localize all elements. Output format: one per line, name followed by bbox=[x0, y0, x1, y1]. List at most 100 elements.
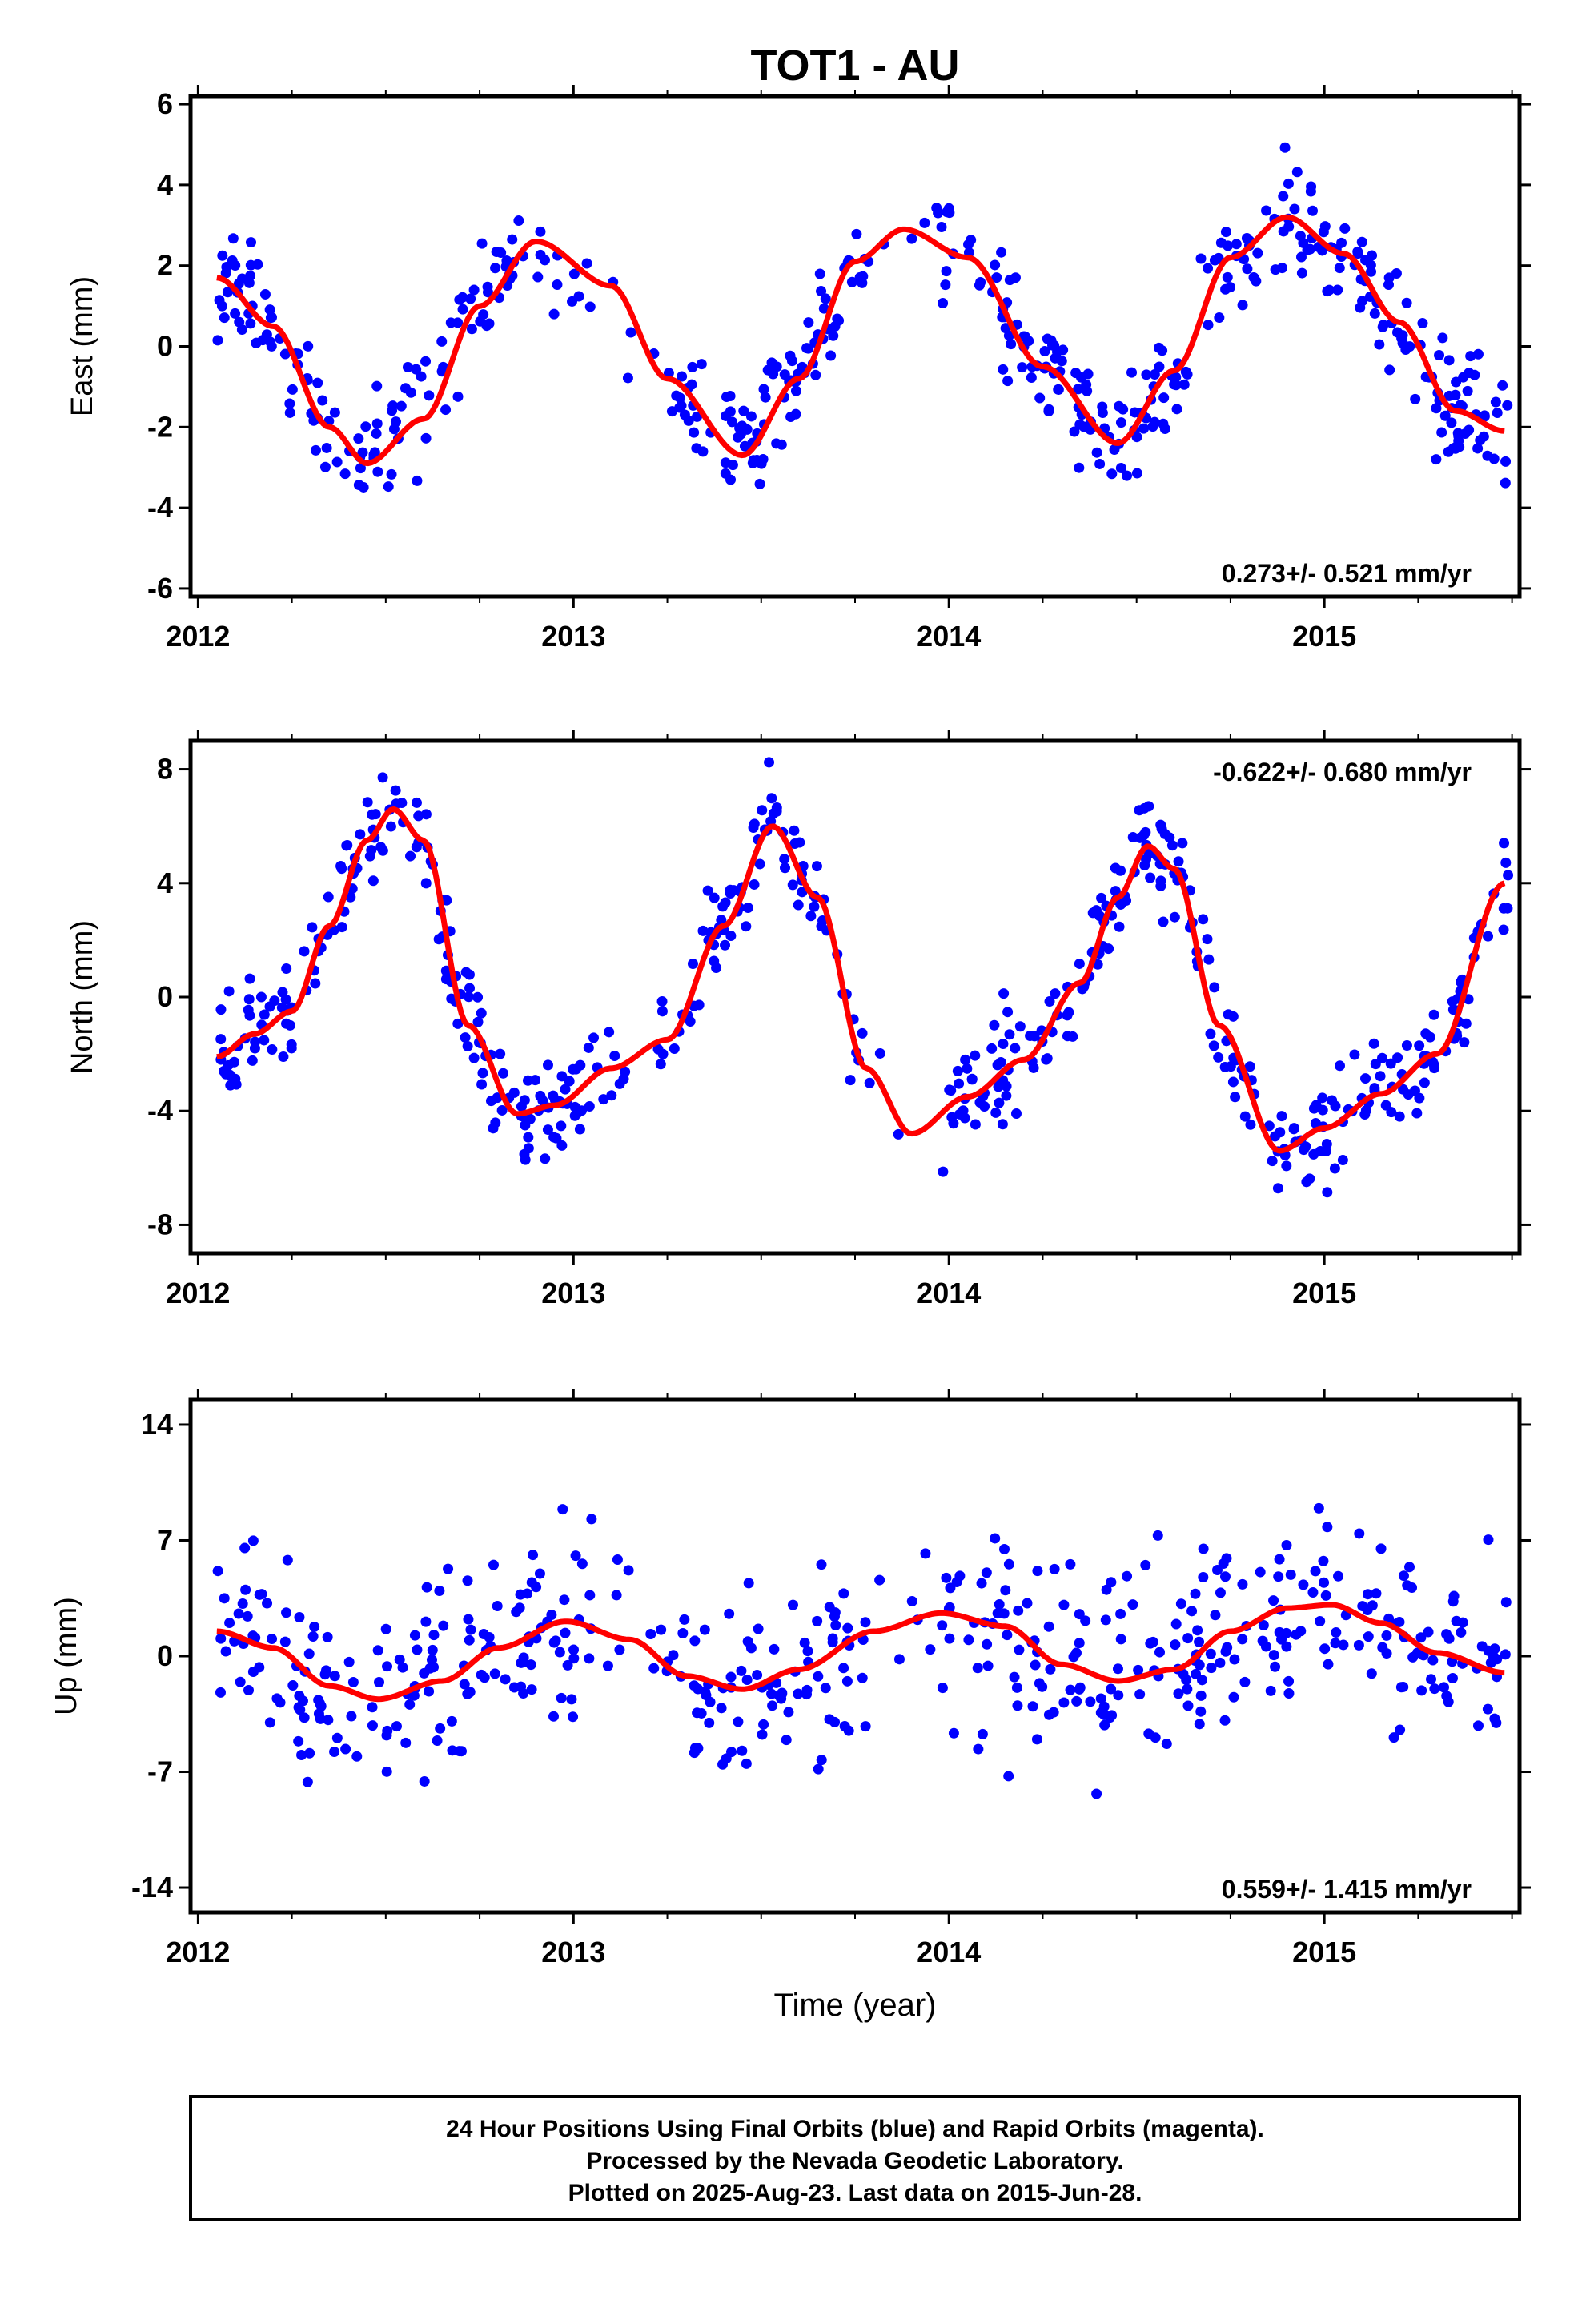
data-point bbox=[604, 1027, 615, 1038]
data-point bbox=[1068, 1651, 1079, 1663]
data-point bbox=[998, 1038, 1009, 1049]
data-point bbox=[1194, 1636, 1205, 1647]
y-tick-label: 6 bbox=[157, 87, 173, 120]
data-point bbox=[460, 1032, 471, 1043]
data-point bbox=[1000, 323, 1011, 334]
data-point bbox=[1026, 372, 1037, 384]
data-point bbox=[1307, 1586, 1319, 1598]
data-point bbox=[1182, 1683, 1193, 1695]
data-point bbox=[1270, 1661, 1281, 1672]
data-point bbox=[976, 1578, 987, 1589]
data-point bbox=[1283, 1675, 1295, 1687]
data-point bbox=[1010, 1108, 1022, 1120]
data-point bbox=[1490, 396, 1501, 408]
data-point bbox=[1349, 1049, 1360, 1060]
data-point bbox=[779, 854, 790, 865]
data-point bbox=[816, 1559, 827, 1570]
data-point bbox=[1265, 1685, 1276, 1696]
data-point bbox=[1281, 1641, 1292, 1652]
data-point bbox=[267, 1044, 278, 1055]
data-point bbox=[1500, 1649, 1511, 1660]
data-point bbox=[1206, 1663, 1217, 1674]
data-point bbox=[1152, 1530, 1163, 1541]
data-point bbox=[687, 958, 698, 969]
data-point bbox=[625, 327, 636, 338]
data-point bbox=[1283, 1687, 1295, 1699]
data-point bbox=[1030, 1659, 1041, 1671]
data-point bbox=[874, 1574, 885, 1586]
data-point bbox=[797, 887, 808, 898]
data-point bbox=[1462, 385, 1473, 396]
data-point bbox=[1485, 1657, 1496, 1668]
data-point bbox=[570, 1550, 581, 1562]
data-point bbox=[991, 272, 1002, 283]
data-point bbox=[676, 400, 687, 412]
y-tick-label: -14 bbox=[131, 1871, 173, 1904]
data-point bbox=[709, 955, 720, 967]
data-point bbox=[412, 1644, 423, 1655]
data-point bbox=[1304, 1173, 1315, 1184]
data-point bbox=[1182, 1700, 1194, 1711]
data-point bbox=[743, 1578, 754, 1589]
data-point bbox=[721, 392, 732, 403]
data-point bbox=[381, 1766, 392, 1777]
data-point bbox=[1310, 1118, 1321, 1128]
data-point bbox=[1223, 240, 1234, 251]
data-point bbox=[1034, 392, 1046, 404]
data-point bbox=[367, 1720, 378, 1731]
data-point bbox=[937, 1683, 948, 1694]
data-point bbox=[787, 879, 798, 891]
data-point bbox=[1138, 423, 1150, 434]
data-point bbox=[1283, 178, 1294, 189]
data-point bbox=[810, 369, 821, 380]
data-point bbox=[777, 1687, 788, 1699]
data-point bbox=[938, 297, 949, 308]
data-point bbox=[780, 862, 791, 874]
data-point bbox=[396, 400, 407, 412]
data-point bbox=[498, 1068, 509, 1079]
data-point bbox=[556, 1692, 567, 1703]
data-point bbox=[1203, 954, 1215, 965]
data-point bbox=[977, 1728, 988, 1739]
data-point bbox=[490, 263, 501, 274]
data-point bbox=[1357, 1601, 1368, 1612]
data-point bbox=[725, 406, 736, 417]
data-point bbox=[1213, 1051, 1224, 1063]
y-tick-label: -6 bbox=[147, 572, 173, 605]
data-point bbox=[535, 226, 546, 237]
data-point bbox=[271, 1693, 283, 1704]
data-point bbox=[757, 1729, 768, 1740]
data-point bbox=[1419, 1077, 1430, 1088]
data-point bbox=[1113, 1690, 1124, 1701]
data-point bbox=[419, 1667, 430, 1679]
data-point bbox=[1381, 1630, 1392, 1641]
data-point bbox=[742, 903, 753, 914]
data-point bbox=[1434, 349, 1445, 360]
data-point bbox=[811, 861, 822, 872]
data-point bbox=[689, 1743, 701, 1754]
data-point bbox=[1401, 1040, 1412, 1051]
data-point bbox=[310, 444, 321, 456]
data-point bbox=[990, 1107, 1002, 1118]
data-point bbox=[696, 1707, 707, 1719]
data-point bbox=[954, 1078, 965, 1089]
data-point bbox=[340, 1743, 351, 1755]
data-point bbox=[299, 946, 310, 957]
rate-label: -0.622+/- 0.680 mm/yr bbox=[1213, 758, 1472, 786]
data-point bbox=[1158, 392, 1170, 404]
data-point bbox=[1074, 1638, 1085, 1649]
data-point bbox=[860, 1721, 871, 1732]
data-point bbox=[377, 772, 388, 783]
data-point bbox=[231, 1079, 242, 1090]
data-point bbox=[412, 475, 423, 486]
data-point bbox=[564, 1076, 575, 1087]
data-point bbox=[820, 1683, 831, 1694]
data-point bbox=[793, 899, 804, 911]
data-point bbox=[996, 247, 1007, 258]
data-point bbox=[786, 356, 797, 367]
data-point bbox=[709, 892, 720, 903]
data-point bbox=[758, 384, 769, 395]
data-point bbox=[584, 1101, 595, 1112]
data-point bbox=[212, 1566, 223, 1577]
data-point bbox=[1091, 1788, 1102, 1799]
